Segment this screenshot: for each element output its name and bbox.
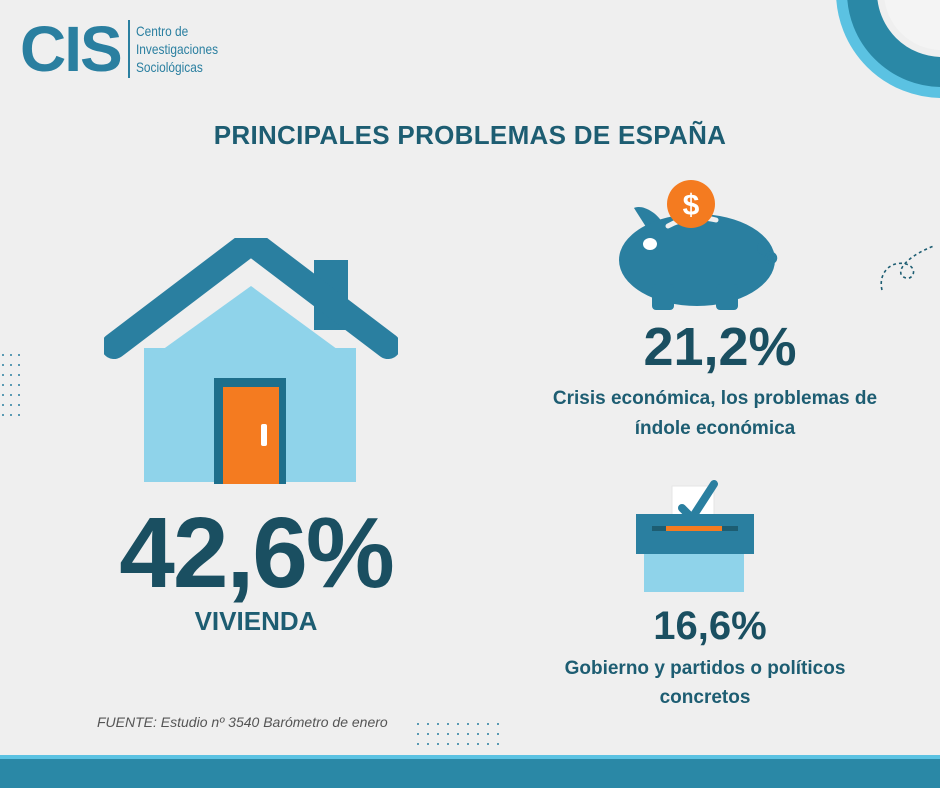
house-icon xyxy=(104,238,398,484)
svg-text:$: $ xyxy=(683,189,700,222)
gobierno-label: Gobierno y partidos o políticos concreto… xyxy=(564,658,846,708)
crisis-label: Crisis económica, los problemas de índol… xyxy=(552,388,878,439)
page-title: PRINCIPALES PROBLEMAS DE ESPAÑA xyxy=(213,120,727,150)
source-note: FUENTE: Estudio nº 3540 Barómetro de ene… xyxy=(97,714,388,730)
footer-accent-line xyxy=(0,755,940,759)
piggy-bank-icon: $ xyxy=(619,180,778,310)
ballot-box-icon xyxy=(636,480,754,592)
vivienda-label: VIVIENDA xyxy=(194,606,318,636)
gobierno-percentage: 16,6% xyxy=(653,604,767,648)
dot-grid-icon xyxy=(417,723,499,745)
logo-divider xyxy=(128,20,130,78)
dashed-arrow-icon xyxy=(880,245,935,291)
vivienda-percentage: 42,6% xyxy=(119,497,395,609)
logo-line: Sociológicas xyxy=(136,59,203,75)
logo-letters: CIS xyxy=(20,13,123,85)
logo-line: Investigaciones xyxy=(136,41,219,57)
decorative-ring-icon xyxy=(836,0,940,98)
logo-text: Centro de Investigaciones Sociológicas xyxy=(136,22,218,76)
logo-line: Centro de xyxy=(136,23,189,39)
crisis-percentage: 21,2% xyxy=(643,317,797,377)
footer-bar xyxy=(0,759,940,788)
dot-grid-icon xyxy=(2,354,20,416)
